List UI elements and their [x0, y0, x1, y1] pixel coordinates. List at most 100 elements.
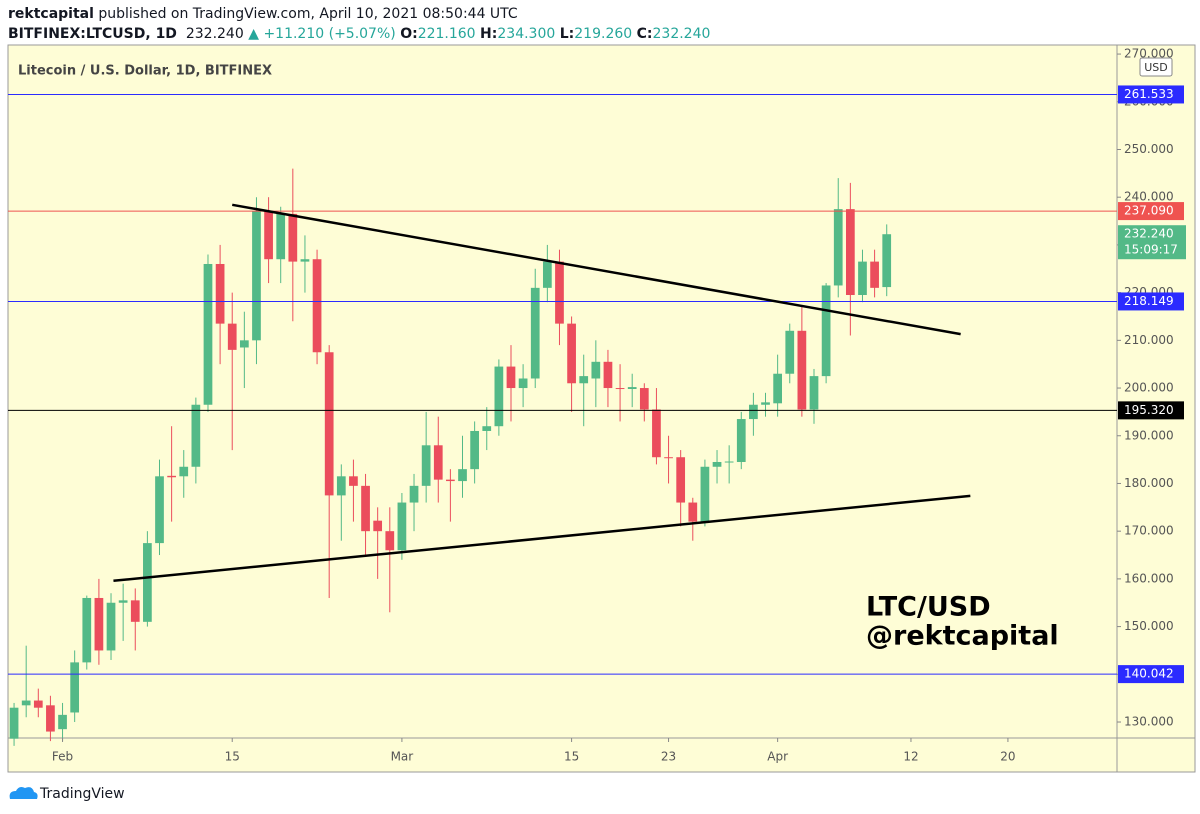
candle-body	[82, 597, 92, 663]
candle-body	[118, 600, 128, 603]
candle-body	[9, 707, 19, 739]
x-tick-label: 15	[564, 750, 579, 764]
candle-body	[627, 387, 637, 389]
candle-body	[94, 597, 104, 651]
candle-body	[397, 502, 407, 551]
trendline	[113, 494, 971, 583]
logo-icon	[9, 787, 38, 799]
candle-body	[676, 457, 686, 503]
candle-body	[591, 361, 601, 379]
candle-body	[542, 261, 552, 288]
quote-line: BITFINEX:LTCUSD, 1D 232.240 ▲ +11.210 (+…	[8, 24, 710, 44]
candle-body	[494, 366, 504, 427]
candle-body	[615, 388, 625, 390]
candle-body	[833, 209, 843, 286]
l: 219.260	[574, 26, 633, 42]
candle-body	[433, 445, 443, 480]
level-tag	[1118, 665, 1184, 684]
c-label: C:	[636, 26, 653, 42]
author: rektcapital	[8, 6, 94, 22]
candle-body	[312, 259, 322, 353]
h: 234.300	[497, 26, 556, 42]
y-tick-label: 200.000	[1124, 381, 1174, 395]
o: 221.160	[417, 26, 476, 42]
l-label: L:	[559, 26, 575, 42]
change: +11.210 (+5.07%)	[263, 26, 396, 42]
y-tick-label: 210.000	[1124, 333, 1174, 347]
candle-body	[130, 600, 140, 622]
candle-body	[264, 211, 273, 260]
y-tick-label: 250.000	[1124, 142, 1174, 156]
candle-body	[215, 263, 225, 324]
level-tag	[1118, 85, 1184, 104]
candle-body	[555, 261, 564, 324]
candle-body	[712, 461, 722, 467]
candle-body	[446, 479, 455, 482]
candle-body	[58, 714, 67, 730]
candle-body	[845, 209, 855, 296]
y-tick-label: 240.000	[1124, 190, 1174, 204]
level-tag	[1118, 401, 1184, 420]
x-tick-label: 23	[661, 750, 676, 764]
candle-body	[33, 700, 43, 708]
unit-box	[1139, 57, 1173, 77]
x-tick-label: 15	[225, 750, 240, 764]
y-tick-label: 270.000	[1124, 47, 1174, 61]
candle-body	[821, 285, 831, 377]
candle-body	[530, 287, 540, 379]
candle-body	[349, 476, 358, 486]
candle-body	[458, 469, 467, 482]
footer-brand: TradingView	[39, 786, 125, 802]
price: 232.240	[185, 26, 244, 42]
candle-body	[579, 376, 589, 384]
candle-body	[809, 376, 819, 410]
h-label: H:	[480, 26, 498, 42]
candle-body	[106, 602, 116, 651]
candle-body	[70, 662, 80, 713]
candle-body	[361, 485, 370, 532]
watermark: @rektcapital	[866, 621, 1059, 652]
candle-body	[603, 361, 613, 389]
published: published on TradingView.com, April 10, …	[98, 6, 518, 22]
y-tick-label: 150.000	[1124, 619, 1174, 633]
level-tag-label: 140.042	[1124, 667, 1174, 681]
x-tick-label: Mar	[391, 750, 414, 764]
candle-body	[143, 543, 152, 622]
candle-body	[567, 323, 576, 384]
candle-body	[652, 409, 661, 458]
candle-body	[179, 466, 189, 477]
candle-body	[336, 476, 346, 496]
y-tick-label: 180.000	[1124, 476, 1174, 490]
candle-body	[870, 261, 879, 288]
candle-body	[785, 330, 795, 374]
candle-body	[373, 520, 383, 532]
level-tag-label: 261.533	[1124, 87, 1174, 101]
candle-body	[639, 388, 649, 410]
last-price-label: 232.240	[1124, 227, 1174, 241]
candle-body	[761, 402, 770, 405]
c: 232.240	[652, 26, 711, 42]
candle-body	[21, 700, 31, 706]
x-tick-label: 20	[1000, 750, 1015, 764]
candle-body	[276, 213, 286, 260]
candle-body	[227, 323, 237, 350]
candle-body	[482, 426, 492, 431]
publish-line: rektcapital published on TradingView.com…	[8, 4, 710, 24]
candle-body	[191, 404, 201, 467]
candle-body	[288, 213, 298, 262]
level-tag-label: 195.320	[1124, 403, 1174, 417]
countdown: 15:09:17	[1124, 243, 1178, 257]
candle-body	[858, 261, 867, 296]
y-tick-label: 130.000	[1124, 715, 1174, 729]
candle-body	[421, 445, 431, 486]
y-tick-label: 190.000	[1124, 428, 1174, 442]
y-tick-label: 160.000	[1124, 571, 1174, 585]
candle-body	[736, 419, 746, 462]
candle-body	[797, 330, 807, 410]
x-tick-label: Feb	[52, 750, 73, 764]
candle-body	[773, 373, 782, 404]
candle-body	[470, 430, 479, 470]
chart-title: Litecoin / U.S. Dollar, 1D, BITFINEX	[18, 64, 272, 79]
last-price-tag	[1118, 225, 1186, 260]
